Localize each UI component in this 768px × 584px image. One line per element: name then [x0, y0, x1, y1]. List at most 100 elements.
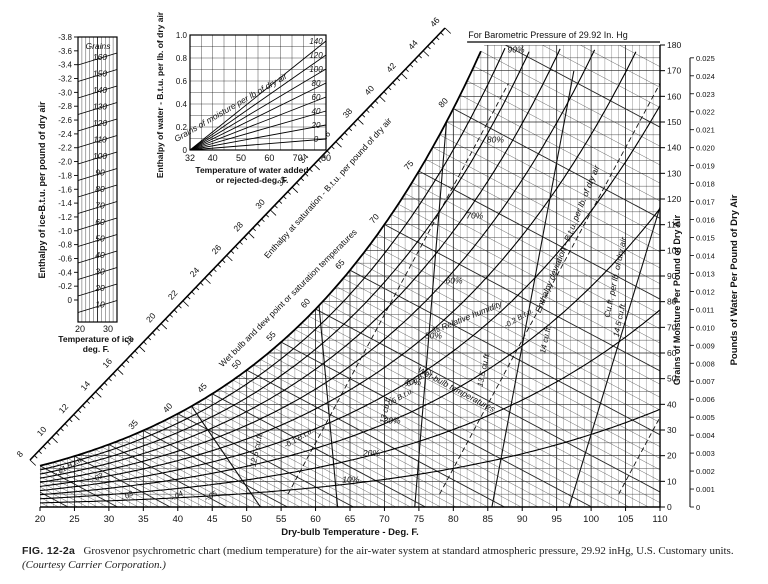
wetbulb-line: [122, 439, 251, 507]
wet-bulb-tick-label: 35: [126, 417, 140, 431]
wetbulb-line: [253, 364, 522, 507]
wetbulb-line: [157, 423, 314, 507]
grain-tick-label: 50: [667, 374, 677, 384]
grain-tick-label: 130: [667, 168, 681, 178]
ice-tick-label: -0.6: [58, 254, 72, 263]
enthalpy-tick-label: 8: [14, 449, 25, 459]
enthalpy-scale-tick: [38, 450, 42, 454]
wetbulb-line: [40, 475, 59, 507]
x-tick-label: 80: [448, 514, 459, 525]
pounds-tick-label: 0.019: [696, 162, 715, 171]
enthalpy-scale-tick: [69, 418, 73, 423]
ice-grain-label: 40: [95, 250, 105, 260]
wetbulb-line: [363, 252, 660, 507]
enthalpy-scale-tick: [326, 150, 331, 154]
grain-tick-label: 30: [667, 425, 677, 435]
enthalpy-tick-label: 40: [362, 83, 376, 97]
wetbulb-line: [343, 278, 660, 507]
wet-bulb-tick-label: 80: [436, 96, 450, 110]
enthalpy-scale-tick: [352, 123, 357, 127]
wetbulb-line: [177, 413, 354, 507]
ice-grain-line: [77, 300, 118, 313]
enthalpy-scale-tick: [379, 95, 386, 103]
water-grain-line: [189, 68, 327, 151]
pounds-tick-label: 0.005: [696, 413, 715, 422]
enthalpy-scale-tick: [243, 236, 248, 241]
ice-tick-label: -2.8: [58, 102, 72, 111]
wetbulb-line: [274, 347, 574, 507]
enthalpy-scale-tick: [213, 268, 217, 273]
ice-tick-label: -1.2: [58, 213, 72, 222]
wetbulb-line: [40, 473, 69, 507]
wetbulb-line: [453, 108, 660, 507]
ice-tick-label: -3.0: [58, 88, 72, 97]
x-tick-label: 105: [618, 514, 634, 525]
psychrometric-chart: 10% 20% 30% 40% 50% 60% 70% 80% 90% 20 25 30 35 40 45 5…: [14, 11, 740, 538]
enthalpy-scale-tick: [147, 336, 152, 341]
rh-curve-30%: [39, 208, 661, 496]
enthalpy-tick-label: 12: [57, 401, 71, 415]
grain-tick-label: 10: [667, 476, 677, 486]
ice-tick-label: -0.8: [58, 241, 72, 250]
water-grain-label: 80: [312, 79, 321, 88]
ice-tick-label: -1.6: [58, 185, 72, 194]
water-x-tick-label: 60: [264, 153, 274, 163]
enthalpy-tick-label: 22: [166, 288, 180, 302]
enthalpy-scale-tick: [77, 409, 82, 414]
rh-label: 80%: [487, 134, 504, 144]
ice-grain-line: [77, 201, 118, 214]
water-x-tick-label: 40: [208, 153, 218, 163]
ice-grain-line: [77, 102, 118, 115]
ice-grain-label: 90: [95, 168, 105, 178]
wetbulb-line: [349, 269, 660, 507]
pounds-tick-label: 0: [696, 503, 700, 512]
ice-grain-label: 160: [93, 52, 107, 62]
pounds-tick-label: 0.023: [696, 90, 715, 99]
water-xlabel-2: or rejected-deg. F.: [216, 175, 289, 185]
x-tick-label: 55: [276, 514, 287, 525]
pounds-tick-label: 0.017: [696, 198, 715, 207]
wetbulb-line: [439, 134, 660, 507]
grain-tick-label: 0: [667, 502, 672, 512]
enthalpy-scale-tick: [383, 91, 387, 95]
water-grain-line: [189, 138, 327, 151]
water-grain-label: 60: [312, 93, 321, 102]
x-tick-label: 110: [652, 514, 667, 525]
enthalpy-scale-tick: [195, 286, 200, 291]
ice-tick-label: -2.2: [58, 144, 72, 153]
rh-label: 60%: [446, 276, 463, 286]
enthalpy-scale-tick: [29, 459, 37, 466]
enthalpy-scale-tick: [204, 277, 211, 284]
x-tick-label: 65: [345, 514, 356, 525]
enthalpy-scale-tick: [47, 441, 51, 445]
grain-tick-label: 120: [667, 194, 681, 204]
enthalpy-scale-tick: [156, 327, 160, 332]
wetbulb-line: [225, 384, 457, 507]
enthalpy-scale-tick: [82, 405, 86, 409]
wetbulb-line: [446, 121, 660, 507]
water-grain-line: [189, 110, 327, 151]
enthalpy-tick-label: 42: [384, 60, 398, 74]
enthalpy-scale-tick: [278, 200, 283, 204]
enthalpy-scale-tick: [112, 373, 117, 377]
ice-tick-label: -1.0: [58, 227, 72, 236]
pounds-tick-label: 0.010: [696, 323, 715, 332]
ice-grain-label: 30: [95, 267, 105, 277]
enthalpy-scale-tick: [217, 264, 221, 268]
enthalpy-scale-tick: [160, 323, 168, 330]
enthalpy-scale-tick: [221, 259, 226, 263]
enthalpy-scale-tick: [339, 136, 344, 141]
enthalpy-tick-label: 46: [428, 15, 442, 29]
ice-grain-label: 140: [93, 85, 107, 95]
rh-curve-80%: [39, 51, 530, 475]
grain-tick-label: 150: [667, 117, 681, 127]
enthalpy-tick-label: 28: [231, 220, 245, 234]
enthalpy-scale-tick: [427, 45, 431, 50]
enthalpy-scale-tick: [274, 205, 278, 209]
rh-curve-40%: [39, 105, 661, 492]
water-grain-label: 40: [312, 107, 321, 116]
wet-bulb-tick-label: 55: [264, 329, 278, 343]
pounds-tick-label: 0.015: [696, 234, 715, 243]
enthalpy-scale-tick: [361, 114, 366, 118]
